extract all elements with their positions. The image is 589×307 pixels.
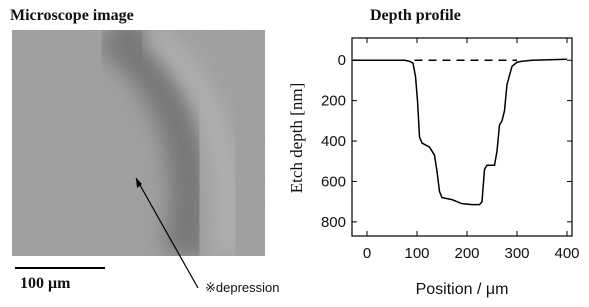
annotation: ※depression (205, 280, 280, 295)
y-axis-label: Etch depth [nm] (287, 83, 306, 193)
x-tick-label: 0 (363, 245, 371, 262)
plot-frame (352, 38, 572, 236)
x-axis-label: Position / μm (416, 281, 509, 298)
x-tick-label: 200 (454, 245, 479, 262)
figure: Microscope image 100 μm ※depression Dept… (0, 0, 589, 302)
x-tick-label: 100 (404, 245, 429, 262)
profile-line (352, 59, 567, 204)
y-tick-label: 200 (321, 93, 346, 110)
scale-bar-label: 100 μm (20, 275, 71, 292)
image-title: Microscope image (10, 7, 134, 24)
x-tick-label: 400 (554, 245, 579, 262)
x-tick-label: 300 (504, 245, 529, 262)
y-tick-label: 0 (338, 52, 346, 69)
y-tick-label: 800 (321, 214, 346, 231)
microscope-image (12, 30, 265, 256)
y-tick-label: 400 (321, 133, 346, 150)
chart-title: Depth profile (370, 7, 461, 24)
y-tick-label: 600 (321, 173, 346, 190)
